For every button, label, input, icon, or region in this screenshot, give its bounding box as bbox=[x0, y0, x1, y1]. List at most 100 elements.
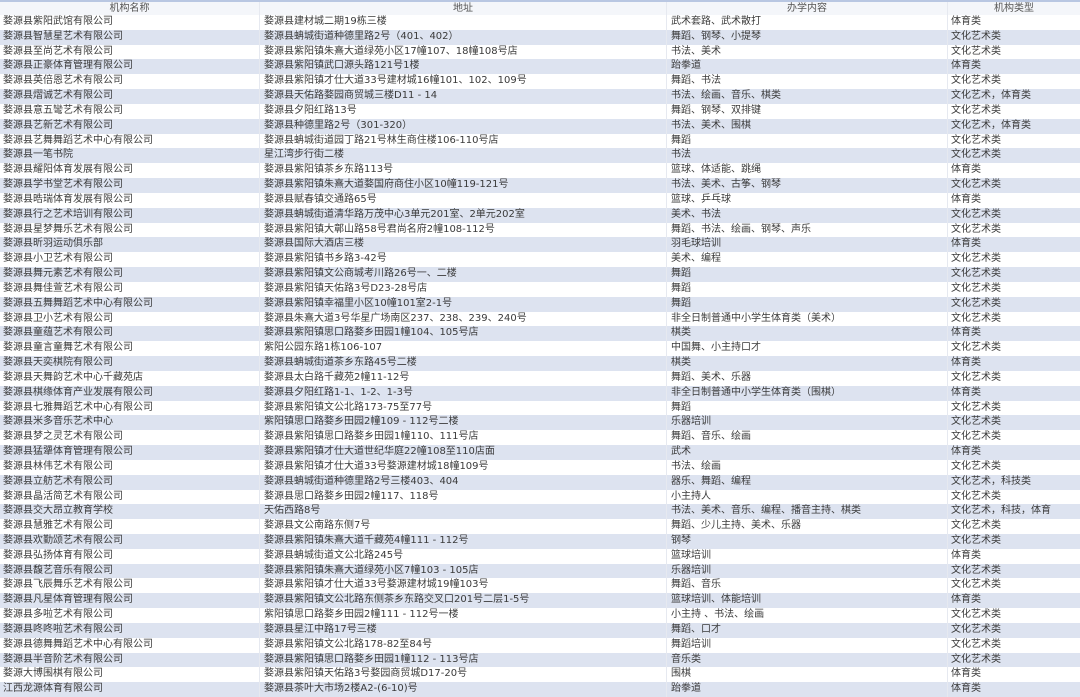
cell-address: 婺源县紫阳镇才仕大道世纪华庭22幢108至110店面 bbox=[260, 445, 667, 460]
table-row: 婺源县至尚艺术有限公司 婺源县紫阳镇朱熹大道绿苑小区17幢107、18幢108号店… bbox=[0, 44, 1080, 60]
cell-name: 婺源县立舫艺术有限公司 bbox=[0, 474, 260, 490]
cell-type: 文化艺术类 bbox=[951, 30, 1001, 42]
cell-type: 文化艺术类 bbox=[951, 312, 1001, 324]
cell-type: 体育类 bbox=[951, 60, 981, 72]
table-row: 婺源县欢勤颂艺术有限公司 婺源县紫阳镇朱熹大道千藏苑4幢111 - 112号 钢琴文… bbox=[0, 533, 1080, 549]
cell-content: 跆拳道 bbox=[667, 682, 948, 697]
table-header: 机构名称 地址 办学内容 机构类型 bbox=[0, 2, 1080, 15]
cell-type: 文化艺术类 bbox=[951, 460, 1001, 472]
cell-content: 小主持人 bbox=[667, 489, 948, 505]
cell-name: 婺源县天舞韵艺术中心千藏苑店 bbox=[0, 370, 260, 386]
cell-address: 婺源县紫阳镇才仕大道33号婺源建材城18幢109号 bbox=[260, 459, 667, 475]
table-row: 婺源县半音阶艺术有限公司 婺源县紫阳镇思口路婺乡田园1幢112 - 113号店 音乐… bbox=[0, 652, 1080, 668]
cell-type: 文化艺术类 bbox=[951, 638, 1001, 650]
cell-type: 文化艺术类 bbox=[951, 416, 1001, 428]
cell-address: 紫阳镇思口路婺乡田园2幢109 - 112号二楼 bbox=[260, 415, 667, 431]
cell-content: 棋类 bbox=[667, 356, 948, 371]
cell-address: 婺源县紫阳镇幸福里小区10幢101室2-1号 bbox=[260, 296, 667, 312]
cell-address: 婺源县紫阳镇文公商城考川路26号一、二楼 bbox=[260, 267, 667, 282]
cell-content: 舞蹈 bbox=[667, 400, 948, 416]
table-row: 婺源县七雅舞蹈艺术中心有限公司 婺源县紫阳镇文公北路173-75至77号 舞蹈 文化艺… bbox=[0, 400, 1080, 416]
table-row: 婺源县猛犟体育管理有限公司 婺源县紫阳镇才仕大道世纪华庭22幢108至110店面武… bbox=[0, 445, 1080, 460]
cell-name: 婺源县弘扬体育有限公司 bbox=[0, 548, 260, 564]
cell-type: 文化艺术类 bbox=[951, 623, 1001, 635]
cell-address: 婺源县紫阳镇茶乡东路113号 bbox=[260, 163, 667, 179]
table-row: 婺源县小卫艺术有限公司 婺源县紫阳镇书乡路3-42号 美术、编程 文化艺术类 bbox=[0, 252, 1080, 268]
cell-name: 江西龙源体育有限公司 bbox=[0, 682, 260, 697]
table-row: 婺源县紫阳武馆有限公司 婺源县建材城二期19栋三楼 武术套路、武术散打 体育类 bbox=[0, 15, 1080, 30]
cell-address: 婺源县紫阳镇文公北路173-75至77号 bbox=[260, 400, 667, 416]
cell-name: 婺源县卫小艺术有限公司 bbox=[0, 311, 260, 327]
cell-address: 婺源县建材城二期19栋三楼 bbox=[260, 15, 667, 30]
cell-name: 婺源县棋缘体育产业发展有限公司 bbox=[0, 385, 260, 401]
cell-address: 婺源县夕阳红路13号 bbox=[260, 103, 667, 119]
cell-address: 婺源县紫阳镇朱熹大道绿苑小区7幢103 - 105店 bbox=[260, 563, 667, 579]
cell-name: 婺源县慧雅艺术有限公司 bbox=[0, 519, 260, 534]
cell-name: 婺源县至尚艺术有限公司 bbox=[0, 44, 260, 60]
cell-name: 婺源大博围棋有限公司 bbox=[0, 667, 260, 683]
cell-address: 婺源县紫阳镇书乡路3-42号 bbox=[260, 252, 667, 268]
cell-content: 舞蹈 bbox=[667, 281, 948, 297]
table-row: 婺源大博围棋有限公司 婺源县紫阳镇天佑路3号婺园商贸城D17-20号 围棋 体育类 bbox=[0, 667, 1080, 683]
cell-type: 文化艺术类 bbox=[951, 75, 1001, 87]
cell-content: 书法、美术、围棋 bbox=[667, 118, 948, 134]
table-row: 婺源县熠诚艺术有限公司 婺源县天佑路婺园商贸城三楼D11 - 14 书法、绘画、音乐… bbox=[0, 89, 1080, 104]
cell-address: 婺源县星江中路17号三楼 bbox=[260, 622, 667, 638]
cell-name: 婺源县猛犟体育管理有限公司 bbox=[0, 445, 260, 460]
cell-name: 婺源县行之艺术培训有限公司 bbox=[0, 207, 260, 223]
cell-address: 婺源县紫阳镇天佑路3号婺园商贸城D17-20号 bbox=[260, 667, 667, 683]
cell-type: 文化艺术类 bbox=[951, 520, 1001, 532]
cell-name: 婺源县舞佳萱艺术有限公司 bbox=[0, 281, 260, 297]
header-type: 机构类型 bbox=[994, 3, 1034, 14]
cell-address: 婺源县文公南路东侧7号 bbox=[260, 519, 667, 534]
header-address: 地址 bbox=[260, 2, 667, 15]
cell-address: 婺源县蚺城街道种德里路2号（401、402） bbox=[260, 29, 667, 45]
table-row: 婺源县舞元素艺术有限公司 婺源县紫阳镇文公商城考川路26号一、二楼 舞蹈 文化艺术类 bbox=[0, 267, 1080, 282]
cell-address: 婺源县赋春镇交通路65号 bbox=[260, 192, 667, 208]
cell-name: 婺源县晧瑞体育发展有限公司 bbox=[0, 192, 260, 208]
cell-type: 文化艺术，体育类 bbox=[951, 90, 1031, 102]
table-row: 婺源县林伟艺术有限公司 婺源县紫阳镇才仕大道33号婺源建材城18幢109号 书法、绘… bbox=[0, 459, 1080, 475]
table-row: 婺源县多啦艺术有限公司 紫阳镇思口路婺乡田园2幢111 - 112号一楼 小主持 、… bbox=[0, 608, 1080, 623]
cell-name: 婺源县馥艺音乐有限公司 bbox=[0, 563, 260, 579]
table-row: 婺源县童言童舞艺术有限公司 紫阳公园东路1栋106-107 中国舞、小主持口才 文化艺… bbox=[0, 341, 1080, 357]
cell-name: 婺源县一笔书院 bbox=[0, 148, 260, 164]
cell-name: 婺源县天奕棋院有限公司 bbox=[0, 356, 260, 371]
cell-content: 舞蹈、书法 bbox=[667, 74, 948, 90]
cell-address: 婺源县紫阳镇大鄣山路58号君尚名府2幢108-112号 bbox=[260, 222, 667, 238]
cell-name: 婺源县欢勤颂艺术有限公司 bbox=[0, 533, 260, 549]
cell-content: 音乐类 bbox=[667, 652, 948, 668]
cell-type: 文化艺术类 bbox=[951, 282, 1001, 294]
cell-type: 文化艺术类 bbox=[951, 371, 1001, 383]
cell-name: 婺源县艺舞舞蹈艺术中心有限公司 bbox=[0, 133, 260, 149]
table-row: 婺源县智慧星艺术有限公司 婺源县蚺城街道种德里路2号（401、402） 舞蹈、钢琴、… bbox=[0, 29, 1080, 45]
table-row: 婺源县正豪体育管理有限公司 婺源县紫阳镇武口源头路121号1楼 跆拳道 体育类 bbox=[0, 59, 1080, 75]
cell-name: 婺源县童蕴艺术有限公司 bbox=[0, 326, 260, 342]
cell-address: 婺源县思口路婺乡田园2幢117、118号 bbox=[260, 489, 667, 505]
cell-name: 婺源县正豪体育管理有限公司 bbox=[0, 59, 260, 75]
cell-content: 舞蹈、书法、绘画、钢琴、声乐 bbox=[667, 222, 948, 238]
cell-type: 体育类 bbox=[951, 164, 981, 176]
table-row: 婺源县立舫艺术有限公司 婺源县蚺城街道种德里路2号三楼403、404 器乐、舞蹈、编… bbox=[0, 474, 1080, 490]
cell-type: 文化艺术类 bbox=[951, 564, 1001, 576]
cell-content: 篮球、乒乓球 bbox=[667, 192, 948, 208]
cell-content: 跆拳道 bbox=[667, 59, 948, 75]
table-row: 婺源县卫小艺术有限公司 婺源县朱熹大道3号华星广场南区237、238、239、24… bbox=[0, 311, 1080, 327]
cell-address: 婺源县紫阳镇武口源头路121号1楼 bbox=[260, 59, 667, 75]
cell-content: 舞蹈 bbox=[667, 133, 948, 149]
cell-type: 文化艺术类 bbox=[951, 223, 1001, 235]
cell-address: 婺源县紫阳镇才仕大道33号婺源建材城19幢103号 bbox=[260, 578, 667, 594]
cell-name: 婺源县多啦艺术有限公司 bbox=[0, 608, 260, 623]
table-row: 婺源县飞辰舞乐艺术有限公司 婺源县紫阳镇才仕大道33号婺源建材城19幢103号 舞蹈… bbox=[0, 578, 1080, 594]
cell-address: 婺源县国际大酒店三楼 bbox=[260, 237, 667, 253]
cell-name: 婺源县耀阳体育发展有限公司 bbox=[0, 163, 260, 179]
cell-name: 婺源县童言童舞艺术有限公司 bbox=[0, 341, 260, 357]
table-row: 江西龙源体育有限公司 婺源县茶叶大市场2楼A2-(6-10)号 跆拳道 体育类 bbox=[0, 682, 1080, 697]
cell-type: 体育类 bbox=[951, 594, 981, 606]
cell-address: 婺源县紫阳镇文公北路东侧茶乡东路交叉口201号二层1-5号 bbox=[260, 593, 667, 609]
cell-address: 婺源县茶叶大市场2楼A2-(6-10)号 bbox=[260, 682, 667, 697]
cell-content: 非全日制普通中小学生体育类（围棋） bbox=[667, 385, 948, 401]
cell-type: 文化艺术类 bbox=[951, 579, 1001, 591]
cell-name: 婺源县小卫艺术有限公司 bbox=[0, 252, 260, 268]
